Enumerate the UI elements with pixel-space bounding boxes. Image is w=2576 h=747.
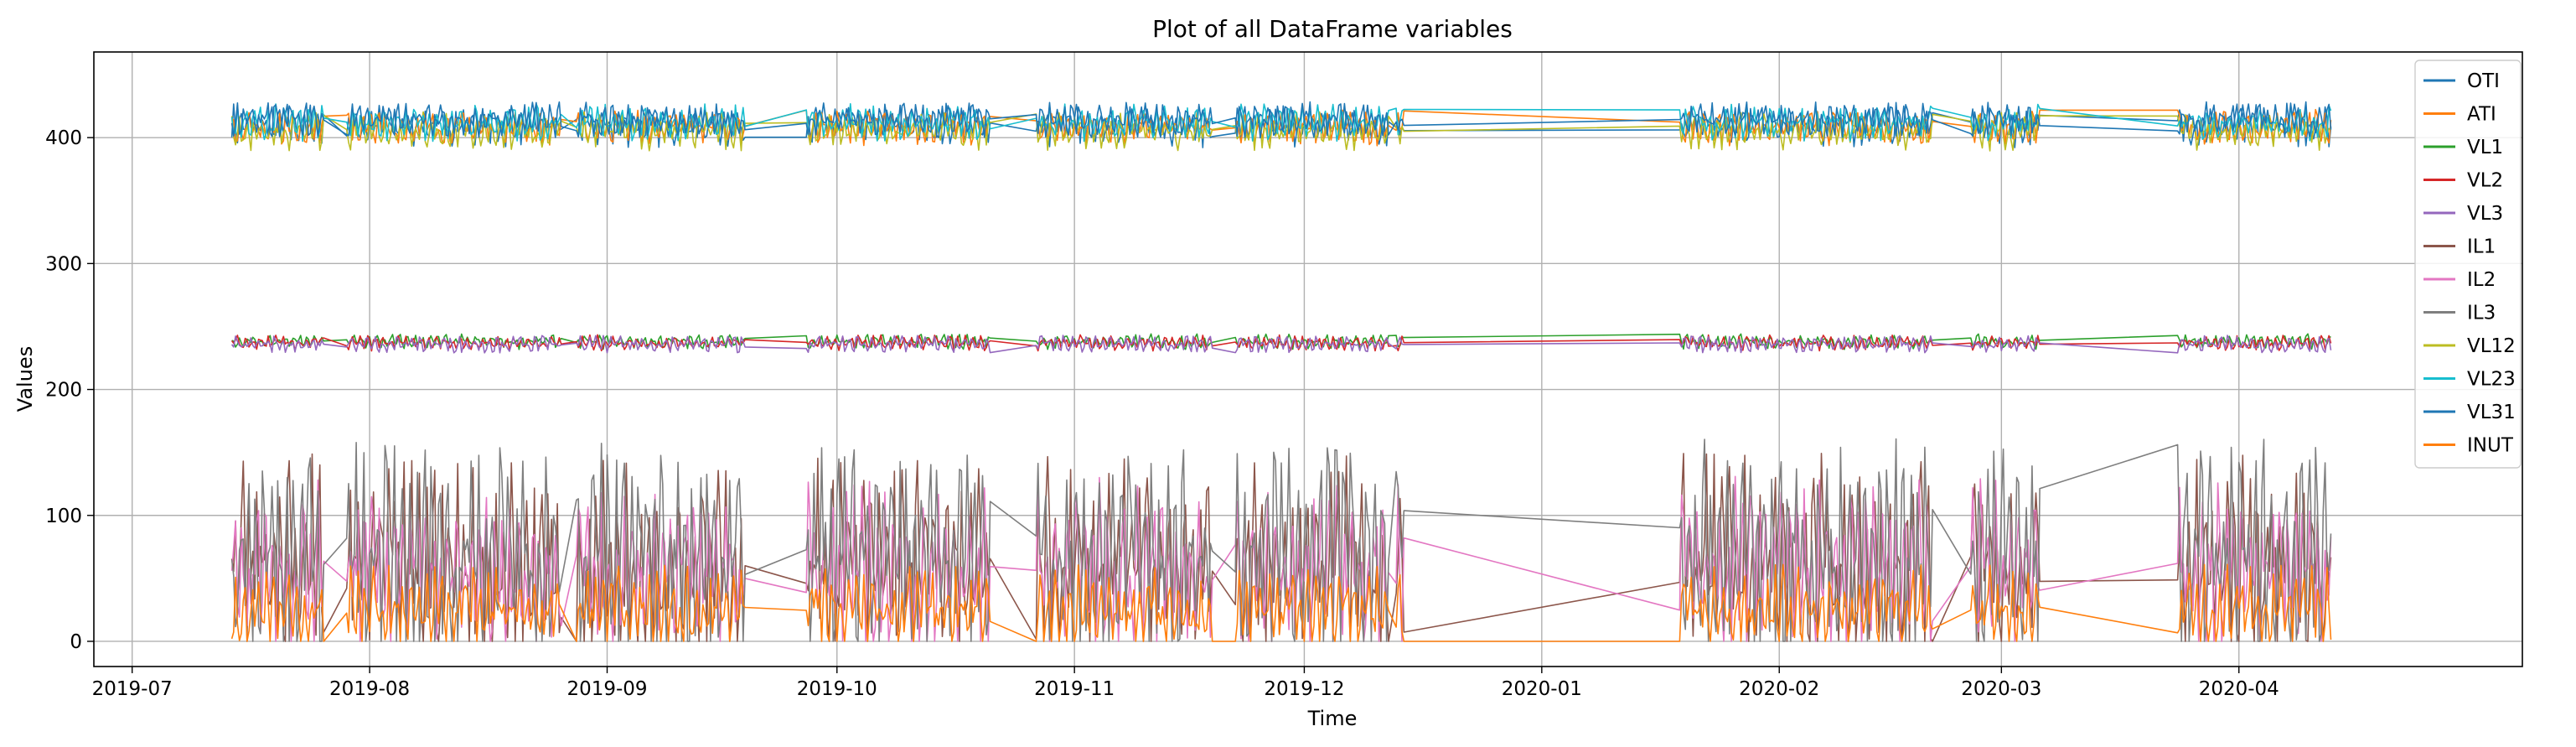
legend-label: IL1 — [2467, 236, 2496, 258]
legend-label: INUT — [2467, 435, 2514, 457]
series-line-vl3 — [230, 335, 2332, 354]
legend-label: VL3 — [2467, 203, 2503, 225]
legend-label: VL23 — [2467, 369, 2516, 391]
y-axis-label: Values — [13, 346, 37, 412]
series-line-il2 — [230, 475, 2332, 642]
legend-label: IL2 — [2467, 269, 2496, 291]
y-tick-label: 300 — [45, 253, 82, 275]
series-layer — [230, 101, 2332, 642]
x-tick-label: 2020-01 — [1502, 678, 1582, 700]
x-tick-label: 2019-10 — [797, 678, 877, 700]
x-tick-label: 2019-07 — [92, 678, 173, 700]
axes-layer: 2019-07 2019-08 2019-09 2019-10 2019-11 2019-… — [45, 51, 2523, 700]
x-axis-label: Time — [1307, 707, 1358, 730]
series-line-il3 — [230, 438, 2332, 642]
plot-frame — [93, 51, 2523, 667]
legend-label: VL12 — [2467, 335, 2516, 357]
y-tick-label: 100 — [45, 506, 82, 527]
x-tick-label: 2019-12 — [1264, 678, 1344, 700]
x-tick-label: 2019-09 — [566, 678, 647, 700]
x-tick-label: 2020-02 — [1739, 678, 1819, 700]
series-line-vl31 — [230, 101, 2332, 139]
legend-label: ATI — [2467, 104, 2496, 126]
legend-label: OTI — [2467, 70, 2500, 92]
x-tick-label: 2019-11 — [1034, 678, 1115, 700]
x-tick-label: 2020-04 — [2199, 678, 2279, 700]
legend-label: VL31 — [2467, 402, 2516, 423]
y-tick-label: 200 — [45, 380, 82, 402]
series-line-vl23 — [230, 103, 2332, 143]
x-tick-label: 2019-08 — [329, 678, 410, 700]
x-tick-label: 2020-03 — [1961, 678, 2041, 700]
legend-box — [2414, 60, 2522, 469]
series-line-inut — [230, 563, 2332, 642]
legend-label: IL3 — [2467, 303, 2496, 324]
chart-title: Plot of all DataFrame variables — [1152, 15, 1513, 43]
y-tick-label: 0 — [70, 631, 82, 653]
legend-label: VL2 — [2467, 170, 2503, 192]
y-tick-label: 400 — [45, 127, 82, 149]
legend-label: VL1 — [2467, 137, 2503, 158]
legend: OTI ATI VL1 VL2 VL3 IL1 IL2 IL3 VL12 VL23 VL31 INUT — [2414, 60, 2522, 469]
